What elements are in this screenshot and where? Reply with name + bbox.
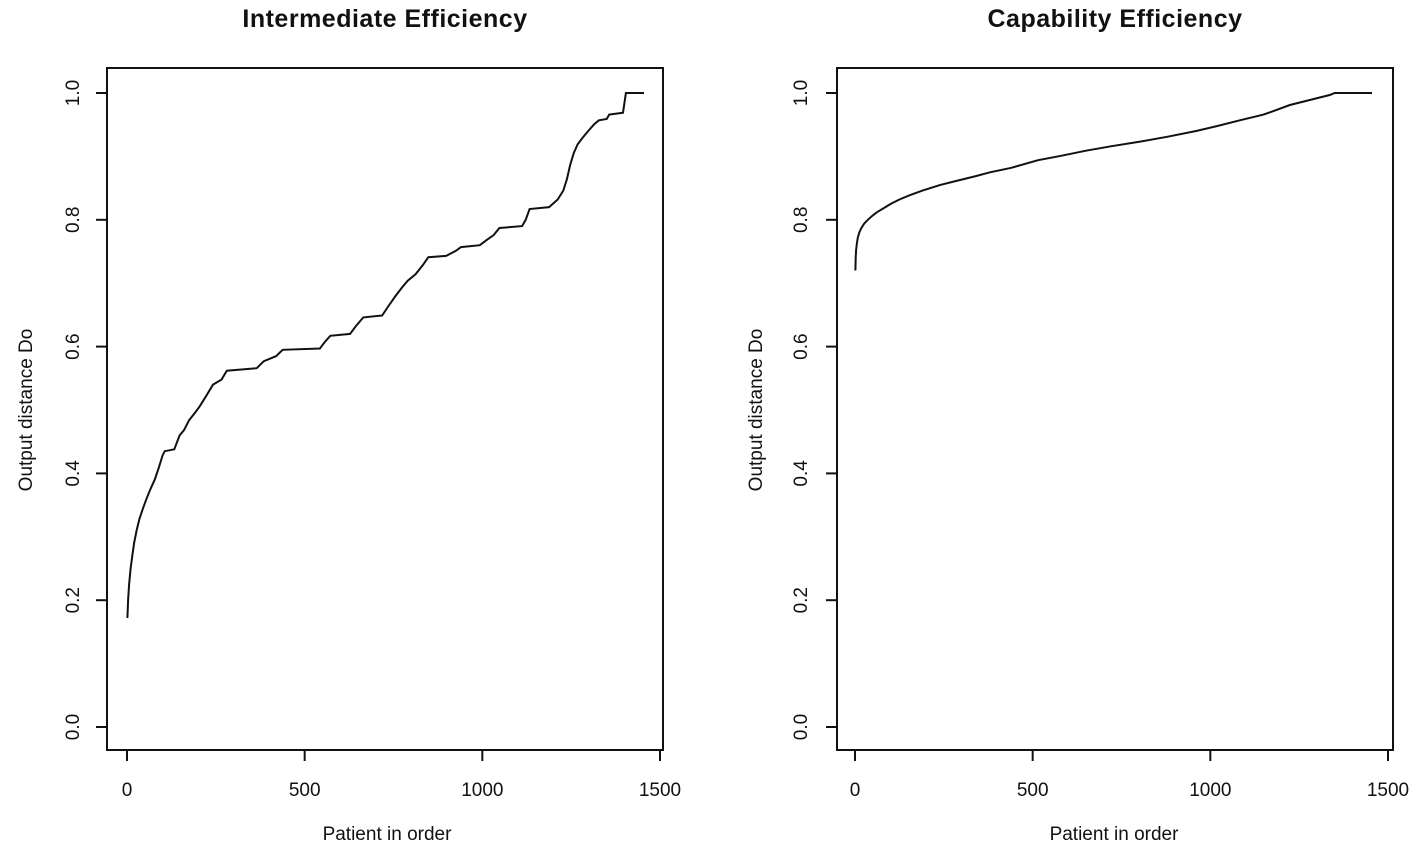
right-plot-box bbox=[836, 67, 1394, 751]
right-y-tick-label: 1.0 bbox=[791, 80, 812, 106]
right-chart-title: Capability Efficiency bbox=[987, 5, 1243, 33]
right-x-axis-label: Patient in order bbox=[1049, 824, 1179, 845]
left-y-axis-label: Output distance Do bbox=[16, 328, 37, 492]
left-y-tick-label: 0.8 bbox=[63, 207, 84, 233]
left-chart-title: Intermediate Efficiency bbox=[242, 5, 528, 33]
left-y-tick-label: 0.4 bbox=[63, 460, 84, 487]
left-plot-box bbox=[106, 67, 664, 751]
left-x-tick-label: 1000 bbox=[461, 780, 503, 801]
left-series-line bbox=[126, 92, 644, 619]
right-y-axis-label: Output distance Do bbox=[746, 328, 767, 492]
left-x-tick-label: 500 bbox=[289, 780, 321, 801]
left-x-tick-label: 0 bbox=[122, 780, 133, 801]
left-y-tick-label: 0.0 bbox=[63, 714, 84, 740]
left-y-tick-label: 1.0 bbox=[63, 80, 84, 106]
right-y-tick-label: 0.2 bbox=[791, 587, 812, 613]
right-y-tick-label: 0.4 bbox=[791, 460, 812, 487]
left-y-tick-label: 0.2 bbox=[63, 587, 84, 613]
right-x-tick-label: 1000 bbox=[1189, 780, 1231, 801]
right-y-tick-label: 0.8 bbox=[791, 207, 812, 233]
right-series-line bbox=[854, 92, 1372, 271]
left-x-axis-label: Patient in order bbox=[322, 824, 452, 845]
right-x-tick-label: 500 bbox=[1017, 780, 1049, 801]
right-y-tick-label: 0.0 bbox=[791, 714, 812, 740]
right-x-tick-label: 1500 bbox=[1367, 780, 1409, 801]
right-x-tick-label: 0 bbox=[850, 780, 861, 801]
right-y-tick-label: 0.6 bbox=[791, 333, 812, 359]
left-y-tick-label: 0.6 bbox=[63, 333, 84, 359]
left-x-tick-label: 1500 bbox=[639, 780, 681, 801]
